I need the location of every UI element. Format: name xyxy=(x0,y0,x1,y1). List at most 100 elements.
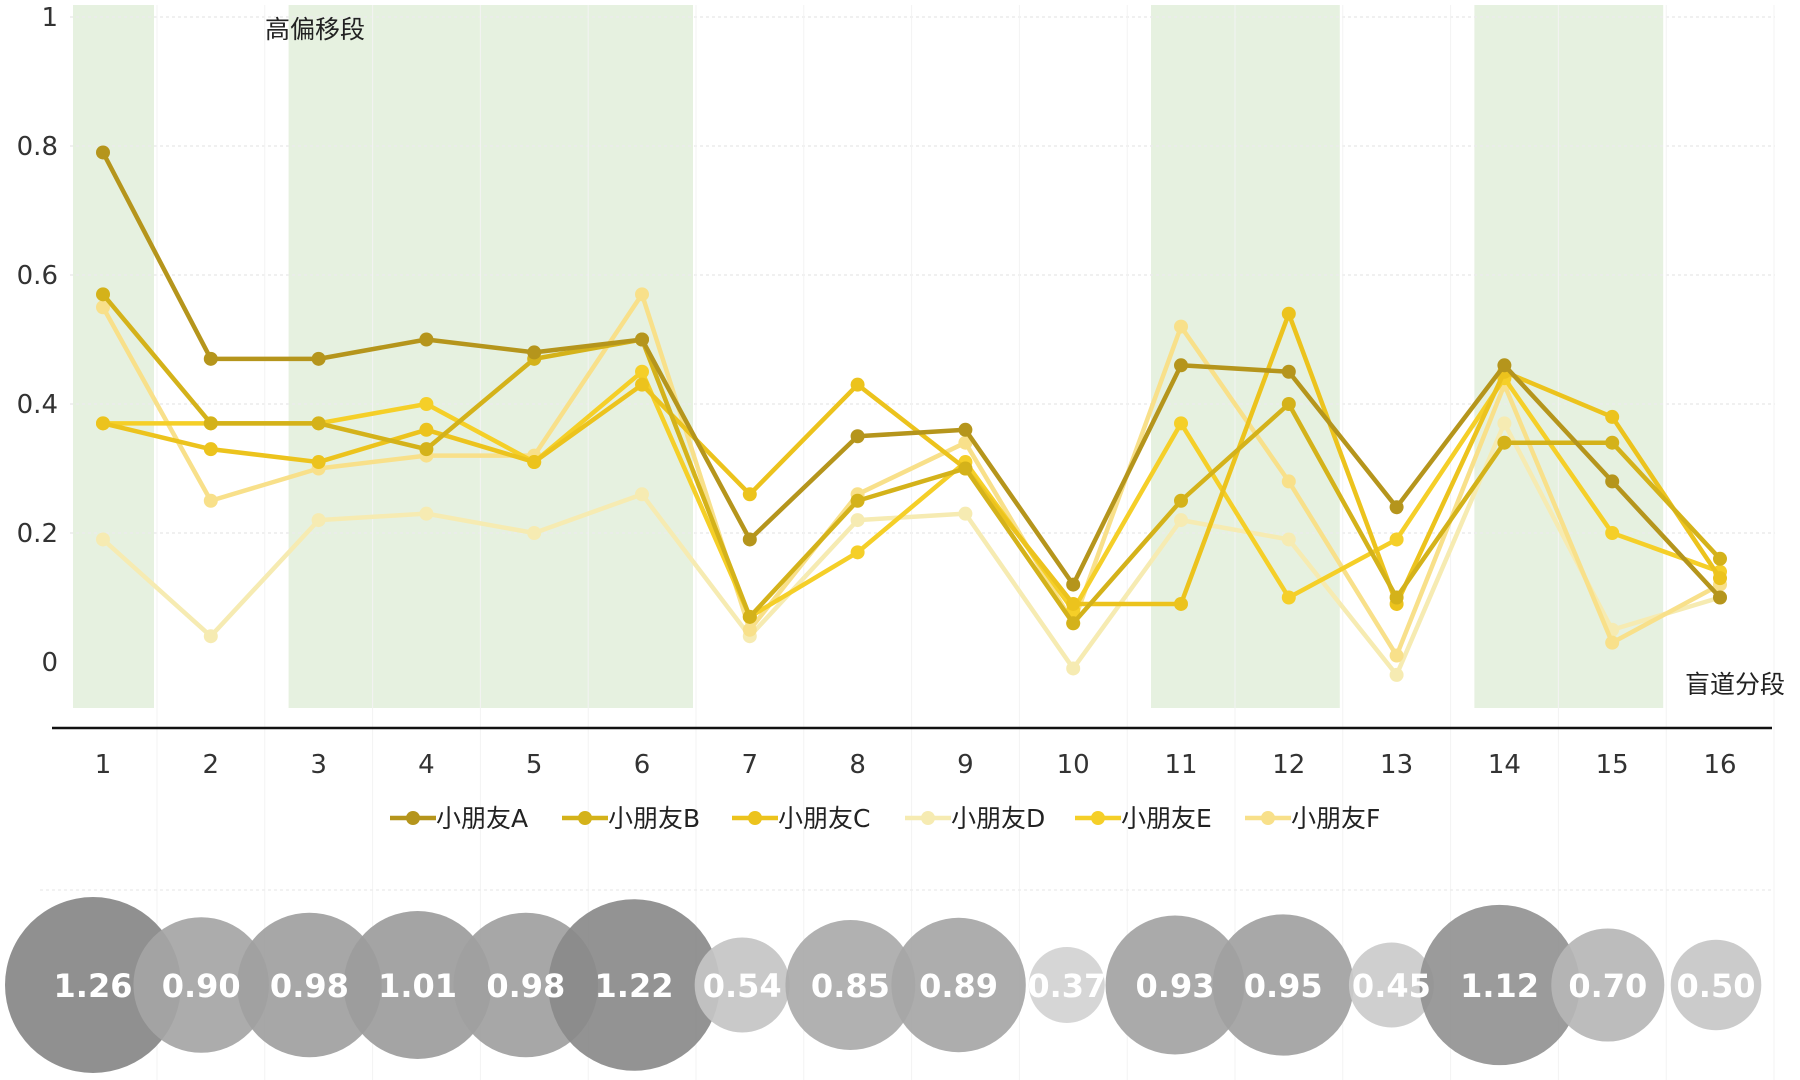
highlight-band-3 xyxy=(1151,5,1340,708)
data-point xyxy=(1066,577,1081,592)
data-point xyxy=(742,609,757,624)
y-tick-label: 0.4 xyxy=(17,390,58,420)
bubble xyxy=(5,897,181,1073)
data-point xyxy=(1066,661,1081,676)
data-point xyxy=(742,487,757,502)
data-point xyxy=(850,545,865,560)
data-point xyxy=(311,513,326,528)
data-point xyxy=(850,429,865,444)
data-point xyxy=(419,506,434,521)
x-tick-label: 8 xyxy=(849,750,866,780)
data-point xyxy=(203,442,218,457)
data-point xyxy=(850,377,865,392)
x-tick-label: 2 xyxy=(203,750,220,780)
y-tick-label: 0.8 xyxy=(17,132,58,162)
x-tick-label: 4 xyxy=(418,750,435,780)
data-point xyxy=(203,351,218,366)
data-point xyxy=(203,416,218,431)
data-point xyxy=(635,487,649,502)
bubble-label: 1.12 xyxy=(1460,967,1539,1005)
data-point xyxy=(1281,590,1296,605)
bubble-label: 1.26 xyxy=(54,967,133,1005)
legend-item: 小朋友A xyxy=(390,804,528,833)
legend-swatch-marker xyxy=(748,811,762,825)
data-point xyxy=(419,422,434,437)
bubble xyxy=(1348,942,1434,1028)
data-point xyxy=(203,629,218,644)
data-point xyxy=(1281,364,1296,379)
legend-swatch-marker xyxy=(1091,811,1105,825)
bubble xyxy=(1212,914,1354,1056)
data-point xyxy=(958,506,973,521)
bubble-label: 0.90 xyxy=(162,967,241,1005)
bubble xyxy=(1028,947,1105,1023)
x-tick-label: 10 xyxy=(1057,750,1090,780)
data-point xyxy=(311,351,326,366)
y-axis: 0 0.2 0.4 0.6 0.8 1 xyxy=(17,3,58,678)
data-point xyxy=(1174,416,1188,431)
legend-item: 小朋友D xyxy=(905,804,1045,833)
data-point xyxy=(1389,500,1404,515)
legend-swatch-marker xyxy=(1261,811,1275,825)
data-point xyxy=(419,397,434,411)
series-line xyxy=(100,421,1723,678)
data-point xyxy=(1389,532,1404,547)
bubble-label: 0.37 xyxy=(1027,967,1106,1005)
data-point xyxy=(742,622,757,637)
bubble-label: 0.54 xyxy=(703,967,782,1005)
legend-swatch-marker xyxy=(578,811,592,825)
data-point xyxy=(1605,474,1620,489)
data-point xyxy=(1174,319,1188,334)
bubble xyxy=(891,917,1026,1053)
bubble xyxy=(1551,928,1665,1042)
legend-label: 小朋友D xyxy=(951,804,1045,833)
legend-swatch-marker xyxy=(921,811,935,825)
x-axis-label: 盲道分段 xyxy=(1685,670,1785,699)
data-point xyxy=(1605,635,1620,650)
legend-label: 小朋友C xyxy=(778,804,870,833)
x-tick-label: 7 xyxy=(742,750,759,780)
data-point xyxy=(1389,590,1404,605)
data-point xyxy=(1389,667,1404,682)
x-tick-label: 11 xyxy=(1164,750,1197,780)
bubble xyxy=(1105,915,1245,1055)
bubble-label: 0.50 xyxy=(1677,967,1756,1005)
legend-swatch-marker xyxy=(406,811,420,825)
bubble-label: 0.95 xyxy=(1244,967,1323,1005)
bubble-label: 0.98 xyxy=(486,967,565,1005)
y-tick-label: 0.2 xyxy=(17,519,58,549)
data-point xyxy=(96,416,110,431)
bubble xyxy=(133,917,269,1053)
data-point xyxy=(850,513,865,528)
bubble-label: 0.70 xyxy=(1568,967,1647,1005)
bubble-label: 0.85 xyxy=(811,967,890,1005)
data-point xyxy=(1389,648,1404,663)
bubble xyxy=(548,899,720,1071)
data-point xyxy=(527,345,542,360)
data-point xyxy=(527,455,542,470)
highlight-label: 高偏移段 xyxy=(265,15,365,44)
series-line xyxy=(100,369,1723,620)
legend-label: 小朋友B xyxy=(608,804,700,833)
data-point xyxy=(1713,551,1727,566)
data-point xyxy=(1281,306,1296,321)
x-axis: 1 2 3 4 5 6 7 8 9 10 11 12 13 14 15 16 xyxy=(95,750,1737,780)
data-point xyxy=(635,364,649,379)
data-point xyxy=(1497,435,1512,450)
series-line xyxy=(100,311,1723,607)
legend-item: 小朋友E xyxy=(1075,804,1212,833)
data-point xyxy=(742,532,757,547)
bubble xyxy=(1419,904,1580,1066)
data-point xyxy=(311,455,326,470)
data-point xyxy=(635,377,649,392)
series-1 xyxy=(96,145,1727,605)
bubble-label: 0.98 xyxy=(270,967,349,1005)
highlight-band-1 xyxy=(73,5,154,708)
x-tick-label: 13 xyxy=(1380,750,1413,780)
bubble-label: 1.01 xyxy=(378,967,457,1005)
data-point xyxy=(311,416,326,431)
series-line xyxy=(100,292,1723,626)
data-point xyxy=(527,526,542,540)
x-tick-label: 3 xyxy=(310,750,327,780)
